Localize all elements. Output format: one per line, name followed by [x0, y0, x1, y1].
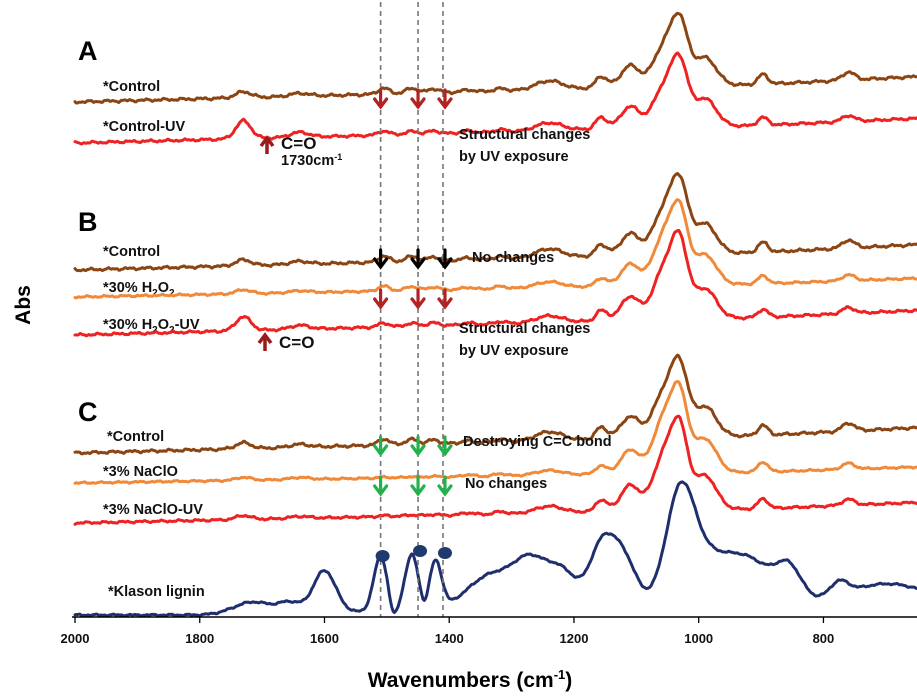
- green-arrow-c1-1510-icon: [373, 435, 389, 457]
- series-label-c-naclo: *3% NaClO: [103, 464, 178, 480]
- red-arrow-a-1450-icon: [410, 88, 426, 110]
- y-axis-title: Abs: [12, 285, 35, 325]
- x-tick-label-1600: 1600: [310, 631, 339, 646]
- trace-a-control-uv: [73, 51, 917, 146]
- band-dot-1410: [437, 547, 452, 559]
- co-wavenumber-a: 1730cm-1: [281, 152, 342, 169]
- green-arrow-c2-1450-icon: [410, 475, 426, 497]
- series-label-a-control: *Control: [103, 79, 160, 95]
- annotation-c-nochange: No changes: [465, 476, 547, 492]
- trace-b-control: [73, 172, 917, 273]
- trace-klason-lignin: [73, 480, 917, 618]
- trace-c-naclo: [73, 380, 917, 485]
- x-tick-label-1200: 1200: [560, 631, 589, 646]
- red-arrow-b-1510-icon: [373, 288, 389, 310]
- x-tick-label-2000: 2000: [61, 631, 90, 646]
- series-label-b-control: *Control: [103, 244, 160, 260]
- black-arrow-b-1410-icon: [437, 248, 453, 270]
- trace-b-h2o2-uv: [73, 229, 917, 338]
- green-arrow-c1-1450-icon: [410, 435, 426, 457]
- annotation-b-nochange: No changes: [472, 250, 554, 266]
- trace-c-control: [73, 353, 917, 456]
- co-annotation-b: C=O: [257, 332, 314, 352]
- x-tick-label-1000: 1000: [684, 631, 713, 646]
- green-arrow-c1-1410-icon: [437, 435, 453, 457]
- series-label-c-control: *Control: [107, 429, 164, 445]
- red-arrow-b-1410-icon: [437, 288, 453, 310]
- guide-lines: [379, 2, 444, 617]
- band-dot-1450: [413, 545, 428, 557]
- series-label-c-naclo-uv: *3% NaClO-UV: [103, 502, 203, 518]
- red-arrow-a-1410-icon: [437, 88, 453, 110]
- up-arrow-icon: [259, 135, 275, 154]
- up-arrow-icon: [257, 332, 273, 351]
- band-dot-1510: [375, 550, 390, 562]
- series-label-a-control-uv: *Control-UV: [103, 119, 185, 135]
- band-markers: [373, 88, 453, 562]
- co-label-a: C=O: [281, 134, 316, 153]
- panel-label-b: B: [78, 207, 98, 237]
- black-arrow-b-1510-icon: [373, 248, 389, 270]
- trace-a-control: [73, 11, 917, 105]
- panel-label-c: C: [78, 397, 98, 427]
- annotation-a-struct-2: by UV exposure: [459, 149, 569, 165]
- x-axis: 2000 1800 1600 1400 1200 1000 800: [61, 616, 917, 646]
- series-label-b-h2o2: *30% H2O2: [103, 280, 175, 299]
- red-arrow-a-1510-icon: [373, 88, 389, 110]
- x-tick-label-1800: 1800: [185, 631, 214, 646]
- panel-label-a: A: [78, 36, 98, 66]
- green-arrow-c2-1510-icon: [373, 475, 389, 497]
- red-arrow-b-1450-icon: [410, 288, 426, 310]
- trace-b-h2o2: [73, 198, 917, 300]
- annotation-c-destroy: Destroying C=C bond: [463, 434, 612, 450]
- green-arrow-c2-1410-icon: [437, 475, 453, 497]
- trace-c-naclo-uv: [73, 414, 917, 526]
- spectra-traces: [73, 11, 917, 618]
- x-tick-label-1400: 1400: [435, 631, 464, 646]
- black-arrow-b-1450-icon: [410, 248, 426, 270]
- x-axis-title: Wavenumbers (cm-1): [368, 667, 573, 692]
- co-annotation-a: C=O 1730cm-1: [259, 134, 342, 169]
- co-label-b: C=O: [279, 333, 314, 352]
- annotation-a-struct-1: Structural changes: [459, 127, 590, 143]
- annotation-b-struct-1: Structural changes: [459, 321, 590, 337]
- annotation-b-struct-2: by UV exposure: [459, 343, 569, 359]
- x-tick-label-800: 800: [813, 631, 835, 646]
- series-label-klason: *Klason lignin: [108, 584, 205, 600]
